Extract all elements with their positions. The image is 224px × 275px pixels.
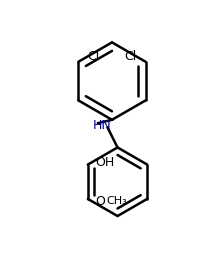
Text: OH: OH	[96, 156, 115, 169]
Text: CH₃: CH₃	[107, 196, 127, 206]
Text: O: O	[96, 195, 106, 208]
Text: Cl: Cl	[87, 50, 100, 63]
Text: Cl: Cl	[124, 50, 137, 63]
Text: HN: HN	[93, 119, 112, 132]
